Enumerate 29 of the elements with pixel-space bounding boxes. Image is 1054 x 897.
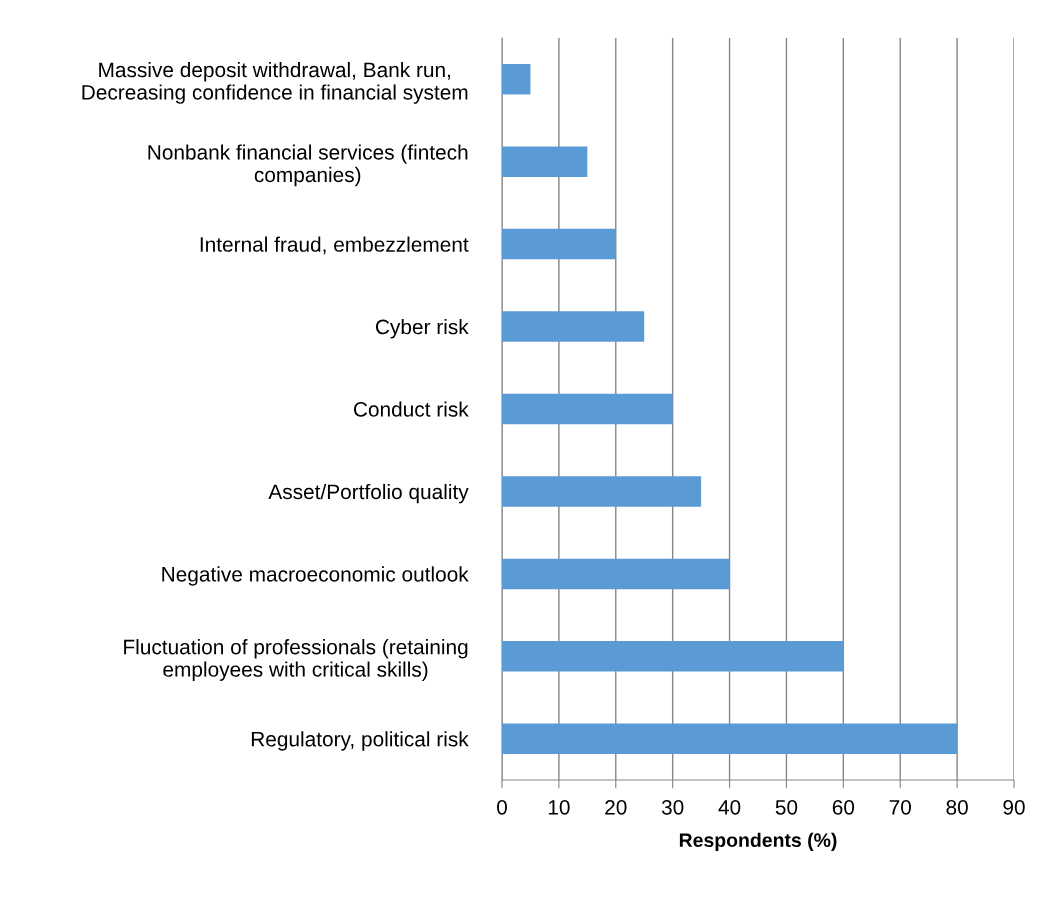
bar [502,146,588,177]
x-tick-label: 30 [661,799,684,815]
y-tick-label: Negative macroeconomic outlook [162,566,469,586]
x-tick-label: 90 [1003,799,1025,815]
y-tick-label: Cyber risk [375,319,469,339]
bar [502,641,844,672]
x-tick-label: 0 [497,799,507,815]
y-tick-label: Regulatory, political risk [251,731,469,751]
x-tick-label: 10 [548,799,570,815]
x-tick-label: 50 [775,799,798,815]
y-tick-label: Nonbank financial services (fintech companies) [148,144,468,187]
x-tick-label: 40 [718,799,741,815]
bar [502,723,958,755]
x-tick-label: 20 [605,799,627,815]
bar [502,311,645,342]
y-tick-label: Internal fraud, embezzlement [200,236,469,255]
x-tick-label: 60 [832,799,855,815]
y-tick-label: Conduct risk [353,401,469,417]
y-tick-label: Massive deposit withdrawal, Bank run, Decreasing confidence in financial system [82,61,468,104]
y-tick-label: Fluctuation of professionals (retaining employees with critical skills) [124,639,468,681]
bar [502,393,673,425]
bar [502,63,531,95]
bar [502,558,730,590]
x-axis-title: Respondents (%) [679,832,837,851]
y-tick-label: Asset/Portfolio quality [268,483,469,504]
bar [502,476,702,507]
bar [502,228,616,260]
x-tick-label: 70 [889,799,911,815]
x-tick-label: 80 [946,799,968,815]
